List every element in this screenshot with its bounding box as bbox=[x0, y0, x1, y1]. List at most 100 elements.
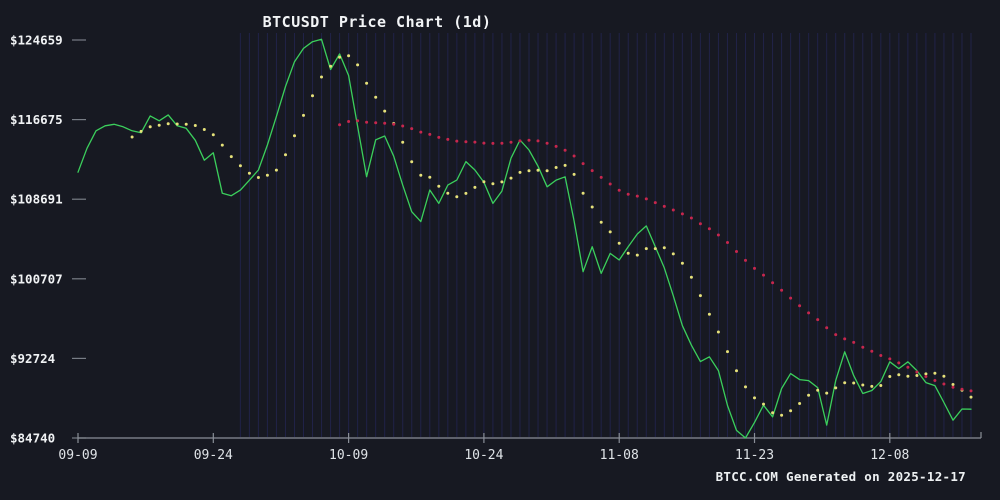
ma-long-red-dotted-dot bbox=[671, 208, 675, 212]
ma-long-red-dotted-dot bbox=[437, 135, 441, 139]
ma-long-red-dotted-dot bbox=[707, 227, 711, 231]
ma-long-red-dotted-dot bbox=[419, 130, 423, 134]
ma-long-red-dotted-dot bbox=[554, 144, 558, 148]
ma-short-yellow-dotted-dot bbox=[608, 230, 612, 234]
ma-long-red-dotted-dot bbox=[771, 281, 775, 285]
ma-long-red-dotted-dot bbox=[807, 311, 811, 315]
ma-short-yellow-dotted-dot bbox=[915, 374, 919, 377]
ma-short-yellow-dotted-dot bbox=[879, 384, 883, 387]
ma-short-yellow-dotted-dot bbox=[311, 94, 314, 98]
ma-long-red-dotted-dot bbox=[500, 141, 504, 145]
price-series bbox=[77, 38, 972, 439]
ma-long-red-dotted-dot bbox=[662, 204, 666, 208]
ma-long-red-dotted-dot bbox=[825, 326, 829, 330]
ma-long-red-dotted-dot bbox=[897, 361, 901, 365]
ma-long-red-dotted-dot bbox=[338, 123, 342, 127]
ma-short-yellow-dotted-dot bbox=[735, 369, 738, 373]
ma-long-red-dotted-dot bbox=[563, 148, 567, 152]
ma-short-yellow-dotted-dot bbox=[762, 402, 765, 406]
ma-short-yellow-dotted-dot bbox=[816, 388, 820, 392]
x-axis-tick-label: 12-08 bbox=[870, 448, 909, 463]
ma-long-red-dotted-dot bbox=[599, 175, 603, 179]
ma-short-yellow-dotted-dot bbox=[572, 172, 576, 176]
ma-short-yellow-dotted-dot bbox=[852, 381, 856, 385]
ma-short-yellow-dotted-dot bbox=[626, 251, 630, 255]
ma-short-yellow-dotted-dot bbox=[870, 384, 874, 388]
ma-short-yellow-dotted-dot bbox=[906, 374, 910, 378]
y-axis-tick-label: $84740 bbox=[10, 431, 55, 446]
ma-long-red-dotted-dot bbox=[617, 188, 621, 192]
ma-long-red-dotted-dot bbox=[410, 127, 414, 131]
y-axis-tick-label: $100707 bbox=[10, 271, 63, 286]
ma-short-yellow-dotted-dot bbox=[698, 294, 702, 298]
ma-long-red-dotted-dot bbox=[906, 365, 910, 369]
ma-short-yellow-dotted-dot bbox=[653, 247, 657, 251]
ma-long-red-dotted-dot bbox=[915, 370, 919, 374]
y-axis-tick-label: $92724 bbox=[10, 351, 55, 366]
ma-short-yellow-dotted-dot bbox=[563, 163, 567, 167]
ma-short-yellow-dotted-dot bbox=[211, 133, 215, 137]
y-axis-tick-label: $108691 bbox=[10, 192, 63, 207]
ma-short-yellow-dotted-dot bbox=[834, 386, 838, 390]
ma-short-yellow-dotted-dot bbox=[509, 176, 513, 180]
ma-long-red-dotted-dot bbox=[780, 288, 784, 292]
ma-long-red-dotted-dot bbox=[789, 296, 793, 300]
ma-long-red-dotted-dot bbox=[653, 201, 657, 205]
chart-title: BTCUSDT Price Chart (1d) bbox=[262, 13, 492, 31]
ma-short-yellow-dotted-dot bbox=[193, 124, 197, 127]
ma-short-yellow-dotted-dot bbox=[157, 123, 161, 127]
ma-long-red-dotted-dot bbox=[545, 141, 549, 145]
ma-long-red-dotted-dot bbox=[852, 340, 856, 344]
ma-short-yellow-dotted-dot bbox=[437, 184, 441, 188]
ma-long-red-dotted-dot bbox=[834, 333, 838, 337]
ma-short-yellow-dotted-dot bbox=[473, 185, 477, 189]
ma-long-red-dotted-dot bbox=[689, 216, 693, 220]
day-gridlines bbox=[239, 33, 972, 437]
ma-long-red-dotted-dot bbox=[879, 354, 883, 357]
ma-short-yellow-dotted-dot bbox=[329, 64, 333, 68]
ma-short-yellow-dotted-dot bbox=[888, 375, 892, 378]
ma-short-yellow-dotted-dot bbox=[374, 95, 378, 99]
ma-long-red-dotted-dot bbox=[347, 120, 351, 123]
ma-long-red-dotted-dot bbox=[644, 197, 648, 201]
x-axis: 09-09 09-24 10-09 10-24 11-08 11-23 12-08 bbox=[58, 432, 982, 463]
ma-long-red-dotted-dot bbox=[924, 375, 928, 378]
ma-long-red-dotted-dot bbox=[960, 387, 964, 391]
ma-short-yellow-dotted-dots bbox=[130, 54, 973, 417]
ma-long-red-dotted-dot bbox=[464, 140, 468, 144]
ma-short-yellow-dotted-dot bbox=[265, 173, 269, 177]
price-line bbox=[77, 38, 972, 439]
ma-long-red-dotted-dot bbox=[491, 141, 495, 145]
ma-short-yellow-dotted-dot bbox=[924, 372, 928, 376]
ma-long-red-dotted-dot bbox=[680, 212, 684, 216]
ma-short-yellow-dotted-dot bbox=[617, 241, 621, 245]
ma-short-yellow-dotted-dot bbox=[256, 176, 260, 179]
ma-short-yellow-dotted-dot bbox=[455, 195, 459, 199]
ma-short-yellow-dotted-dot bbox=[202, 128, 206, 131]
ma-long-red-dotted-dot bbox=[843, 337, 847, 341]
ma-short-yellow-dotted-dot bbox=[527, 169, 531, 173]
ma-short-yellow-dotted-dot bbox=[428, 175, 432, 179]
ma-short-yellow-dotted-dot bbox=[861, 383, 865, 387]
ma-short-yellow-dotted-dot bbox=[238, 164, 242, 168]
ma-long-red-dotted-dot bbox=[581, 162, 585, 166]
ma-short-yellow-dotted-dot bbox=[789, 409, 793, 413]
ma-short-yellow-dotted-dot bbox=[933, 371, 937, 375]
ma-short-yellow-dotted-dot bbox=[401, 140, 405, 144]
ma-long-red-dotted-dot bbox=[635, 194, 639, 198]
ma-short-yellow-dotted-dot bbox=[284, 153, 287, 157]
x-axis-tick-label: 10-09 bbox=[329, 448, 368, 463]
ma-short-yellow-dotted-dot bbox=[139, 129, 143, 133]
ma-long-red-dotted-dot bbox=[698, 222, 702, 226]
ma-short-yellow-dotted-dot bbox=[383, 109, 387, 113]
ma-short-yellow-dotted-dot bbox=[274, 168, 278, 172]
ma-short-yellow-dotted-dot bbox=[320, 75, 323, 79]
y-axis-tick-label: $124659 bbox=[10, 33, 63, 48]
ma-short-yellow-dotted-dot bbox=[545, 169, 549, 173]
ma-short-yellow-dotted-dot bbox=[482, 180, 486, 184]
ma-short-yellow-dotted-dot bbox=[491, 182, 495, 186]
ma-short-yellow-dotted-dot bbox=[689, 275, 693, 279]
ma-short-yellow-dotted-dot bbox=[410, 160, 414, 164]
ma-short-yellow-dotted-dot bbox=[942, 374, 946, 378]
